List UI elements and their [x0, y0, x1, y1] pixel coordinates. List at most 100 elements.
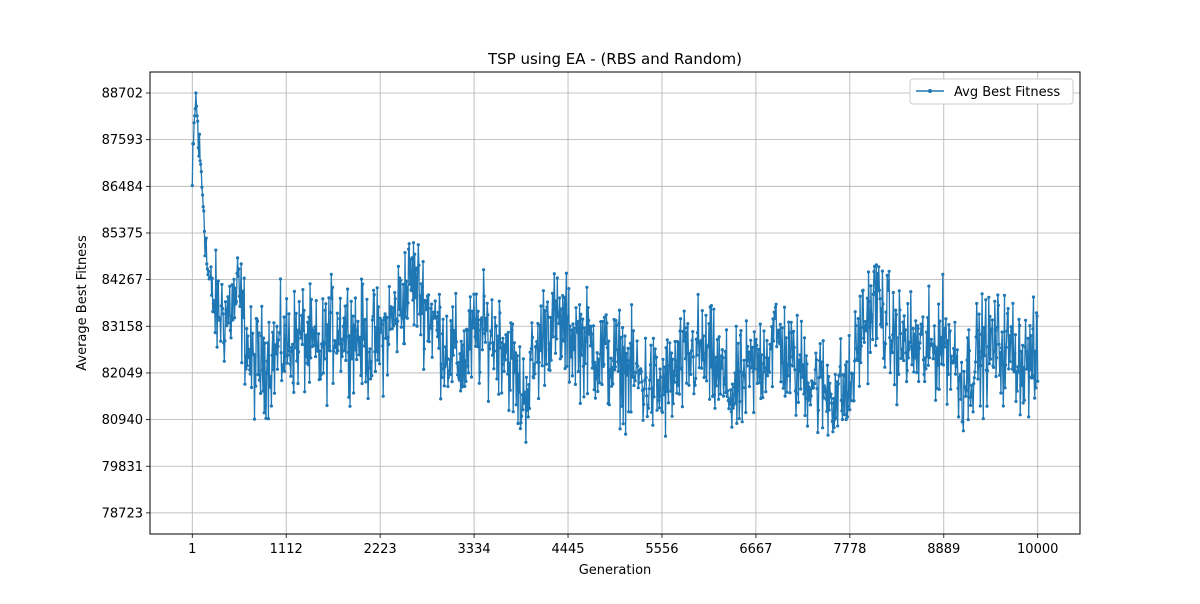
- data-point: [874, 343, 878, 348]
- data-point: [883, 342, 888, 346]
- data-point: [201, 193, 205, 197]
- data-point: [420, 311, 424, 315]
- data-point: [804, 354, 808, 358]
- data-point: [736, 341, 740, 345]
- data-point: [1015, 389, 1019, 393]
- data-point: [753, 367, 757, 371]
- data-point: [980, 292, 984, 296]
- data-point: [475, 345, 480, 349]
- data-point: [786, 374, 790, 378]
- data-point: [241, 293, 245, 298]
- data-point: [909, 290, 913, 294]
- data-point: [228, 284, 232, 288]
- data-point: [490, 298, 494, 302]
- data-point: [923, 379, 927, 384]
- data-point: [318, 349, 322, 353]
- data-point: [1033, 349, 1037, 353]
- data-point: [213, 331, 217, 335]
- data-point: [497, 392, 501, 396]
- data-point: [397, 307, 401, 311]
- data-point: [926, 363, 930, 367]
- data-point: [629, 410, 633, 414]
- data-point: [581, 364, 585, 368]
- data-point: [549, 358, 553, 362]
- data-point: [918, 341, 922, 345]
- legend-box: [909, 78, 1074, 105]
- data-point: [524, 375, 529, 379]
- data-point: [682, 309, 686, 313]
- data-point: [779, 349, 784, 353]
- data-point: [652, 395, 656, 399]
- data-point: [773, 305, 778, 309]
- data-point: [327, 344, 332, 348]
- data-point: [307, 380, 312, 384]
- data-point: [889, 346, 893, 350]
- data-point: [961, 420, 965, 424]
- data-point: [418, 294, 422, 298]
- data-point: [367, 366, 371, 370]
- data-point: [383, 312, 387, 316]
- data-point: [703, 352, 707, 356]
- data-point: [784, 336, 788, 340]
- data-point: [807, 398, 811, 402]
- data-point: [992, 349, 996, 353]
- data-point: [911, 347, 915, 351]
- data-point: [419, 333, 423, 337]
- data-point: [225, 324, 229, 328]
- data-point: [737, 417, 741, 421]
- data-point: [527, 383, 531, 387]
- data-point: [834, 387, 839, 391]
- data-point: [379, 330, 383, 334]
- data-point: [322, 340, 326, 344]
- data-point: [508, 388, 512, 392]
- data-point: [284, 323, 288, 328]
- data-point: [727, 407, 731, 411]
- data-point: [761, 362, 766, 366]
- data-point: [949, 354, 953, 358]
- data-point: [934, 398, 938, 402]
- data-point: [529, 347, 533, 351]
- data-point: [844, 417, 848, 422]
- data-point: [932, 351, 936, 355]
- data-point: [985, 404, 989, 408]
- data-point: [202, 229, 206, 233]
- data-point: [732, 403, 736, 407]
- data-point: [384, 336, 388, 340]
- data-point: [456, 373, 460, 377]
- y-axis-ticks: 78723 79831 80940 82049 83158 84267 85375 86484…: [102, 86, 150, 521]
- data-point: [854, 346, 859, 350]
- data-point: [417, 263, 421, 267]
- data-point: [890, 350, 894, 355]
- data-point: [467, 309, 471, 313]
- data-point: [617, 308, 622, 312]
- data-point: [903, 328, 908, 332]
- data-point: [787, 320, 791, 324]
- data-point: [977, 312, 981, 316]
- data-point: [666, 401, 671, 405]
- x-tick-label: 5556: [645, 542, 678, 557]
- data-point: [402, 342, 406, 346]
- data-point: [872, 270, 876, 274]
- data-point: [441, 317, 445, 321]
- data-point: [694, 376, 698, 380]
- data-point: [829, 392, 833, 396]
- data-point: [319, 373, 323, 377]
- data-point: [967, 328, 971, 332]
- data-point: [329, 272, 333, 276]
- data-point: [670, 414, 674, 418]
- data-point: [646, 403, 650, 407]
- data-point: [957, 415, 961, 419]
- data-point: [379, 319, 383, 323]
- data-point: [545, 305, 549, 309]
- data-point: [878, 297, 882, 301]
- data-point: [484, 316, 488, 320]
- y-tick-label: 82049: [102, 366, 143, 381]
- data-point: [536, 321, 540, 326]
- data-point: [900, 355, 905, 359]
- data-point: [581, 317, 585, 321]
- data-point: [468, 347, 472, 351]
- data-point: [813, 368, 817, 372]
- data-point: [630, 303, 634, 307]
- data-point: [641, 418, 645, 422]
- data-point: [653, 363, 657, 367]
